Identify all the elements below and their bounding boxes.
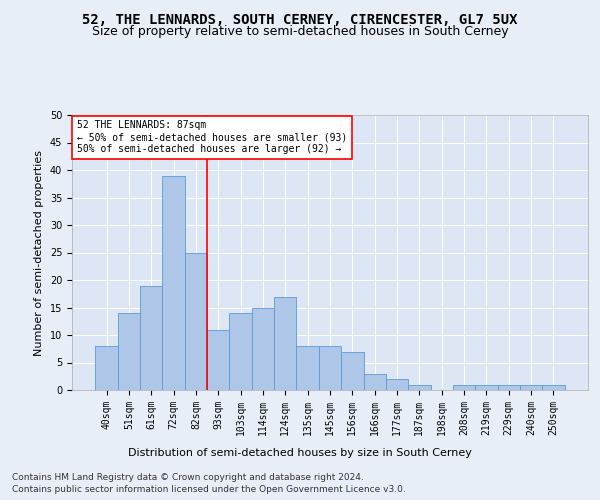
Bar: [319, 346, 341, 390]
Text: Contains HM Land Registry data © Crown copyright and database right 2024.: Contains HM Land Registry data © Crown c…: [12, 472, 364, 482]
Text: Size of property relative to semi-detached houses in South Cerney: Size of property relative to semi-detach…: [92, 25, 508, 38]
Bar: [185, 252, 207, 390]
Bar: [475, 384, 497, 390]
Bar: [163, 176, 185, 390]
Bar: [542, 384, 565, 390]
Bar: [229, 313, 252, 390]
Bar: [118, 313, 140, 390]
Bar: [497, 384, 520, 390]
Bar: [364, 374, 386, 390]
Bar: [341, 352, 364, 390]
Text: 52 THE LENNARDS: 87sqm
← 50% of semi-detached houses are smaller (93)
50% of sem: 52 THE LENNARDS: 87sqm ← 50% of semi-det…: [77, 120, 347, 154]
Bar: [296, 346, 319, 390]
Bar: [252, 308, 274, 390]
Text: Contains public sector information licensed under the Open Government Licence v3: Contains public sector information licen…: [12, 485, 406, 494]
Bar: [274, 296, 296, 390]
Text: Distribution of semi-detached houses by size in South Cerney: Distribution of semi-detached houses by …: [128, 448, 472, 458]
Bar: [386, 379, 408, 390]
Bar: [453, 384, 475, 390]
Y-axis label: Number of semi-detached properties: Number of semi-detached properties: [34, 150, 44, 356]
Bar: [95, 346, 118, 390]
Bar: [520, 384, 542, 390]
Bar: [207, 330, 229, 390]
Bar: [140, 286, 163, 390]
Text: 52, THE LENNARDS, SOUTH CERNEY, CIRENCESTER, GL7 5UX: 52, THE LENNARDS, SOUTH CERNEY, CIRENCES…: [82, 12, 518, 26]
Bar: [408, 384, 431, 390]
